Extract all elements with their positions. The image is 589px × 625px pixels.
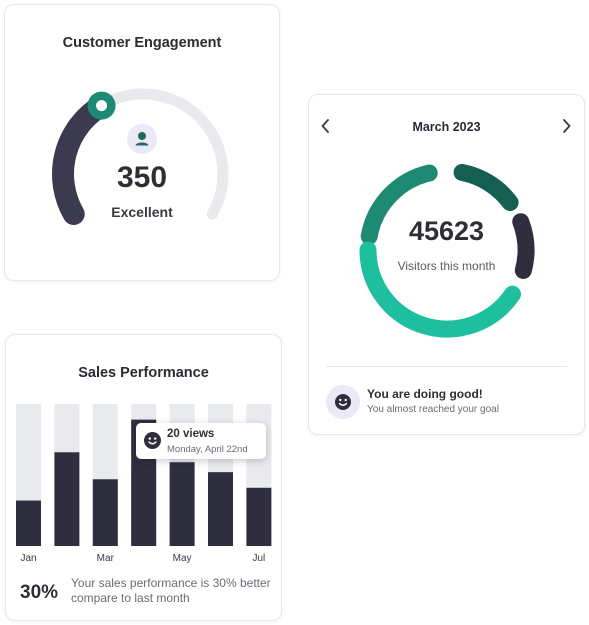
visitors-card: March 2023 45623 Visitors this month You… [308, 94, 585, 435]
ring-segment [359, 241, 521, 338]
ring-segment [360, 164, 438, 245]
user-icon [127, 124, 157, 154]
tick-label: Jan [20, 553, 36, 564]
feedback-subtitle: You almost reached your goal [367, 404, 499, 415]
smile-icon [143, 431, 162, 455]
bar-feb[interactable] [54, 452, 80, 546]
bar-jul[interactable] [246, 487, 272, 546]
smile-icon [326, 385, 360, 419]
ring-segment [512, 213, 535, 279]
gauge-knob-center [96, 100, 108, 112]
ring-segment [453, 163, 519, 211]
tooltip-subtitle: Monday, April 22nd [167, 444, 248, 455]
bar-may[interactable] [169, 462, 195, 546]
bar-jan[interactable] [16, 500, 41, 546]
tick-label: Jul [253, 553, 266, 564]
visitors-ring-chart [359, 163, 535, 338]
sales-percent: 30% [20, 582, 59, 603]
visitors-count-label: Visitors this month [397, 259, 496, 273]
engagement-score: 350 [116, 161, 168, 194]
gauge-fill [52, 94, 113, 225]
divider [326, 366, 567, 367]
tooltip-title: 20 views [167, 428, 215, 440]
chevron-right-icon[interactable] [558, 117, 574, 135]
customer-engagement-card: Customer Engagement 350 Excellent [4, 4, 280, 281]
feedback-title: You are doing good! [367, 387, 483, 401]
sales-performance-card: Sales Performance Jan Mar May Jul 20 views … [5, 334, 282, 621]
sales-bar-chart: Jan Mar May Jul [16, 404, 272, 564]
chevron-left-icon[interactable] [318, 117, 334, 135]
sales-title: Sales Performance [78, 365, 209, 381]
engagement-title: Customer Engagement [62, 35, 222, 51]
engagement-rating: Excellent [111, 204, 173, 220]
tick-label: May [173, 553, 192, 564]
month-label: March 2023 [412, 120, 481, 134]
sales-summary: Your sales performance is 30% better com… [71, 576, 271, 605]
visitors-count: 45623 [408, 216, 485, 246]
tick-label: Mar [97, 553, 115, 564]
bar-tooltip: 20 views Monday, April 22nd [136, 423, 266, 459]
bar-mar[interactable] [92, 479, 118, 546]
engagement-gauge [52, 88, 229, 225]
bar-jun[interactable] [208, 472, 233, 546]
